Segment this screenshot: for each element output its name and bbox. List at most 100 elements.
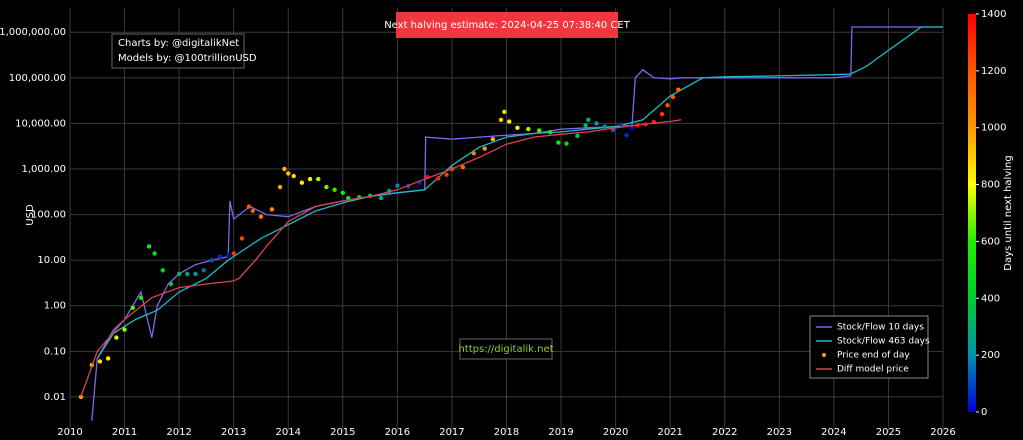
price-point bbox=[269, 207, 275, 212]
price-point bbox=[277, 184, 283, 190]
price-point bbox=[282, 166, 287, 172]
marks bbox=[78, 26, 943, 421]
x-tick-label: 2017 bbox=[439, 427, 464, 438]
credits-text: Models by: @100trillionUSD bbox=[118, 53, 257, 64]
y-tick-label: 0.10 bbox=[44, 346, 66, 357]
price-point bbox=[526, 126, 531, 132]
price-point bbox=[629, 125, 635, 131]
price-point bbox=[250, 208, 255, 214]
price-point bbox=[193, 271, 198, 277]
legend-label: Diff model price bbox=[837, 365, 909, 375]
legend-marker bbox=[822, 353, 826, 357]
price-point bbox=[444, 172, 449, 177]
price-point bbox=[395, 183, 400, 188]
price-point bbox=[78, 394, 84, 400]
price-point bbox=[160, 268, 165, 273]
price-point bbox=[122, 327, 127, 332]
price-point bbox=[556, 140, 561, 145]
colorbar-tick-label: 1200 bbox=[981, 66, 1006, 77]
price-point bbox=[286, 171, 291, 176]
y-axis-label: USD bbox=[25, 204, 36, 226]
price-point bbox=[176, 271, 182, 277]
credits-text: Charts by: @digitalikNet bbox=[118, 38, 239, 49]
colorbar-tick-label: 1400 bbox=[981, 9, 1006, 20]
url-box bbox=[459, 338, 553, 360]
x-tick-label: 2019 bbox=[548, 427, 573, 438]
colorbar-tick-label: 200 bbox=[981, 350, 1000, 361]
price-point bbox=[226, 252, 231, 258]
y-tick-label: 1,000.00 bbox=[21, 164, 66, 175]
x-tick-label: 2012 bbox=[166, 427, 191, 438]
x-tick-label: 2022 bbox=[712, 427, 737, 438]
price-point bbox=[114, 335, 119, 340]
price-point bbox=[665, 103, 670, 108]
price-point bbox=[547, 130, 553, 135]
x-tick-label: 2016 bbox=[385, 427, 410, 438]
price-point bbox=[239, 236, 245, 241]
y-tick-label: 0.01 bbox=[44, 392, 66, 403]
price-point bbox=[97, 359, 103, 364]
colorbar-tick-label: 1000 bbox=[981, 123, 1006, 134]
price-point bbox=[460, 164, 466, 170]
price-point bbox=[594, 121, 599, 126]
price-point bbox=[168, 281, 174, 287]
price-point bbox=[258, 214, 264, 219]
price-point bbox=[670, 94, 676, 100]
price-point bbox=[676, 87, 681, 92]
credits-box bbox=[111, 33, 245, 69]
price-point bbox=[471, 151, 476, 156]
price-point bbox=[537, 128, 542, 133]
price-point bbox=[152, 251, 157, 256]
x-tick-label: 2014 bbox=[276, 427, 301, 438]
price-point bbox=[507, 119, 512, 124]
x-tick-label: 2023 bbox=[767, 427, 792, 438]
price-point bbox=[307, 176, 313, 182]
y-tick-label: 10.00 bbox=[37, 255, 66, 266]
y-tick-label: 10,000.00 bbox=[15, 118, 66, 129]
halving-box bbox=[396, 12, 618, 38]
price-point bbox=[586, 117, 591, 122]
price-point bbox=[130, 305, 135, 311]
x-tick-label: 2024 bbox=[821, 427, 846, 438]
x-tick-label: 2025 bbox=[876, 427, 901, 438]
price-point bbox=[583, 123, 588, 128]
price-point bbox=[299, 180, 305, 185]
price-point bbox=[105, 356, 111, 361]
price-point bbox=[498, 117, 504, 122]
grid bbox=[69, 8, 944, 432]
y-tick-label: 1,000,000.00 bbox=[0, 27, 66, 38]
line-series bbox=[96, 26, 943, 359]
colorbar-tick-label: 400 bbox=[981, 293, 1000, 304]
price-point bbox=[490, 137, 496, 142]
colorbar-tick-label: 600 bbox=[981, 236, 1000, 247]
colorbar-tick-label: 800 bbox=[981, 180, 1000, 191]
x-tick-label: 2013 bbox=[221, 427, 246, 438]
price-point bbox=[515, 125, 520, 131]
colorbar bbox=[968, 14, 976, 412]
price-point bbox=[201, 268, 206, 273]
legend-label: Price end of day bbox=[837, 351, 910, 361]
price-point bbox=[324, 184, 329, 190]
price-point bbox=[209, 257, 215, 263]
price-point bbox=[378, 195, 384, 201]
price-point bbox=[291, 173, 296, 179]
price-point bbox=[482, 146, 487, 151]
price-point bbox=[146, 244, 152, 249]
x-tick-label: 2015 bbox=[330, 427, 355, 438]
price-point bbox=[217, 254, 223, 259]
price-point bbox=[436, 176, 441, 181]
line-series bbox=[80, 119, 682, 398]
price-point bbox=[602, 124, 607, 129]
price-point bbox=[332, 187, 337, 192]
legend-label: Stock/Flow 10 days bbox=[837, 323, 924, 333]
x-tick-label: 2010 bbox=[57, 427, 82, 438]
price-point bbox=[564, 141, 569, 146]
y-tick-label: 100.00 bbox=[31, 210, 66, 221]
price-point bbox=[138, 295, 144, 300]
colorbar-label: Days until next halving bbox=[1003, 155, 1014, 270]
legend-label: Stock/Flow 463 days bbox=[837, 337, 930, 347]
price-point bbox=[185, 271, 190, 277]
x-tick-label: 2020 bbox=[603, 427, 628, 438]
price-point bbox=[316, 176, 321, 182]
